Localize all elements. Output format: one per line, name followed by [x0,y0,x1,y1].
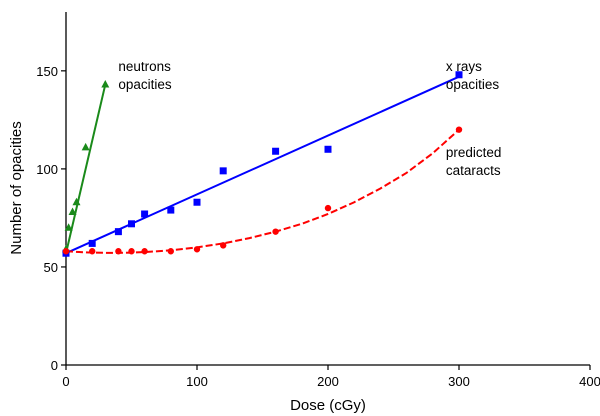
y-tick-label: 50 [44,260,58,275]
predicted-cataracts-point [89,248,96,255]
annotation-line: opacities [446,77,500,92]
x-rays-opacities-point [272,147,280,155]
x-tick-label: 200 [317,374,339,389]
predicted-cataracts-point [167,248,174,255]
annotation-line: neutrons [118,59,171,74]
predicted-cataracts-point [272,228,279,235]
x-rays-opacities-point [455,71,463,79]
predicted-cataracts-point [141,248,148,255]
x-tick-label: 100 [186,374,208,389]
y-tick-label: 150 [36,64,58,79]
x-axis-title: Dose (cGy) [290,397,366,414]
annotation-line: predicted [446,145,502,160]
x-rays-opacities-fit-line [65,75,460,255]
annotation-0: neutrons opacities [118,59,172,92]
predicted-cataracts-point [193,246,201,253]
neutrons-opacities-point [101,80,110,88]
x-rays-opacities-point [193,198,201,206]
predicted-cataracts-point [128,248,135,255]
predicted-cataracts-point [220,242,227,249]
neutrons-opacities-point [81,142,90,151]
x-tick-label: 0 [62,374,69,389]
x-rays-opacities-point [88,239,96,247]
predicted-cataracts-point [115,248,122,255]
annotation-1: x rays opacities [446,59,500,92]
x-tick-label: 400 [579,374,600,389]
annotation-line: x rays [446,59,482,74]
series-annotations: neutrons opacities x rays opacities predicte… [118,59,501,178]
predicted-cataracts-point [455,126,463,133]
predicted-cataracts-point [324,204,332,212]
annotation-line: cataracts [446,163,501,178]
y-tick-label: 0 [51,358,58,373]
x-rays-opacities-point [114,228,122,236]
predicted-cataracts-fit-line [65,128,460,254]
x-rays-opacities-point [141,210,149,218]
neutrons-opacities-fit-line [65,84,107,254]
predicted-cataracts-point [62,248,70,255]
y-tick-label: 100 [36,162,58,177]
x-rays-opacities-point [167,206,175,214]
annotation-line: opacities [118,77,172,92]
y-axis-title: Number of opacities [8,121,25,254]
annotation-2: predicted cataracts [446,145,502,178]
plot-area: 0 100 200 300 400 0 50 100 150 neutrons opacities… [36,12,600,389]
fit-lines [65,75,460,255]
x-rays-opacities-point [128,220,135,228]
data-markers [62,71,463,257]
x-rays-opacities-point [219,167,227,175]
neutrons-opacities-point [68,207,77,216]
x-tick-label: 300 [448,374,470,389]
axis-ticks: 0 100 200 300 400 0 50 100 150 [36,64,600,389]
neutrons-opacities-point [72,197,81,206]
x-rays-opacities-point [324,145,332,153]
neutrons-opacities-point [64,223,73,231]
